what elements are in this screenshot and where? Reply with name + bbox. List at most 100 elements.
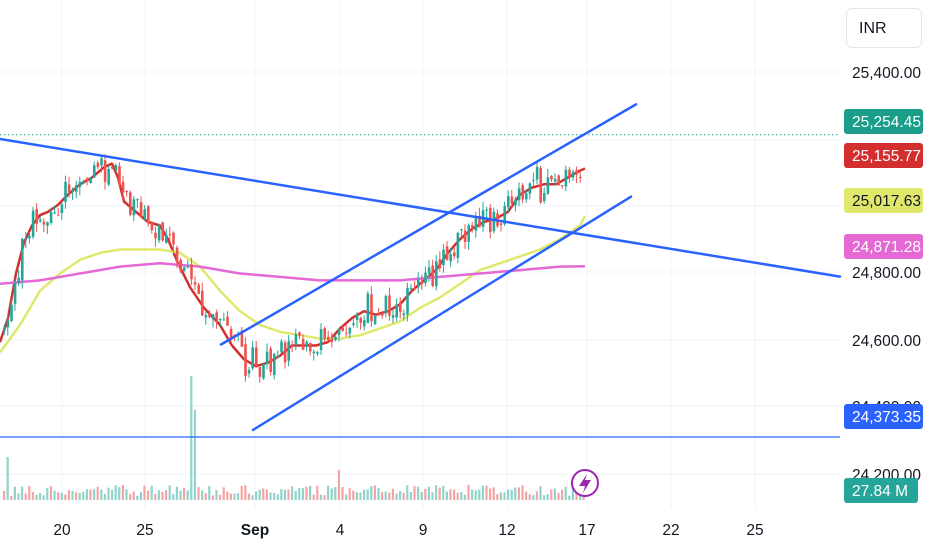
volume-bar (298, 488, 301, 500)
candle-body (352, 323, 355, 325)
volume-bar (305, 486, 308, 500)
volume-bar (341, 486, 344, 500)
volume-bar (100, 489, 103, 500)
volume-bar (71, 491, 74, 500)
volume-bar (75, 492, 78, 500)
candle-body (579, 176, 582, 179)
volume-bar (294, 490, 297, 500)
candle-body (316, 352, 319, 354)
volume-bar (251, 495, 254, 500)
candle-body (53, 212, 56, 214)
candle-body (89, 178, 92, 183)
candle-body (503, 205, 506, 224)
candle-body (211, 314, 215, 320)
candle-body (370, 294, 373, 322)
candle-body (39, 219, 42, 222)
volume-bar (143, 485, 146, 500)
candle-body (121, 181, 125, 193)
volume-bar (204, 492, 207, 500)
trendline-channel-lower (251, 195, 633, 432)
candle-body (463, 230, 467, 243)
grid (0, 0, 840, 508)
candle-body (255, 347, 258, 366)
candle-body (165, 234, 168, 243)
volume-bar (121, 485, 124, 500)
volume-bar (557, 492, 560, 500)
candle-body (399, 302, 402, 313)
volume-bar (352, 490, 355, 500)
candle-body (460, 229, 463, 231)
candle-body (341, 327, 344, 331)
volume-bar (456, 492, 459, 500)
volume-bar (226, 491, 229, 500)
volume-bar (319, 494, 322, 500)
x-axis: 20 25 Sep 4 9 12 17 22 25 (53, 522, 763, 539)
volume-bar (481, 485, 484, 500)
volume-bar (49, 486, 52, 500)
candle-body (424, 272, 427, 284)
candle-body (46, 222, 49, 226)
candle-body (125, 191, 128, 193)
ema-line-ema-long (0, 261, 586, 286)
candle-body (215, 312, 218, 322)
volume-bar (301, 488, 304, 500)
candle-body (64, 181, 67, 202)
price-label-last: 25,254.45 (844, 109, 923, 134)
candle-body (553, 178, 557, 182)
volume-bar (39, 493, 42, 500)
candle-body (57, 214, 60, 216)
volume-bar (471, 489, 474, 500)
price-label-support: 24,373.35 (844, 404, 923, 429)
candle-body (571, 171, 575, 178)
volume-bar (427, 486, 430, 500)
volume-bar (154, 494, 157, 500)
candle-body (445, 246, 449, 260)
candle-body (287, 341, 290, 361)
volume-bar (514, 487, 517, 500)
candle-body (222, 319, 226, 321)
volume-bar (571, 486, 574, 500)
volume-bar (139, 492, 142, 500)
candle-body (168, 234, 172, 236)
currency-selector[interactable]: INR (846, 8, 922, 48)
x-tick-label: Sep (241, 522, 269, 539)
candlesticks (3, 154, 582, 383)
x-tick-label: 25 (136, 522, 153, 539)
candle-body (507, 196, 510, 208)
volume-bar (64, 494, 67, 500)
volume-bar (424, 488, 427, 500)
candle-body (107, 168, 110, 185)
candle-body (244, 344, 247, 377)
candle-body (118, 166, 121, 185)
volume-bar (247, 493, 250, 500)
volume-bar (510, 490, 513, 500)
volume-bar (363, 489, 366, 500)
candle-body (193, 282, 197, 285)
volume-bar (496, 494, 499, 500)
price-label-box (844, 188, 923, 213)
candle-body (348, 327, 352, 334)
volume-bar (420, 491, 423, 500)
volume-bar (543, 495, 546, 500)
candle-body (442, 249, 445, 266)
candle-body (13, 283, 17, 304)
volume-bar (237, 493, 240, 500)
candle-body (150, 222, 154, 231)
volume-bar (489, 488, 492, 500)
volume-bar (309, 485, 312, 500)
candle-body (409, 288, 413, 290)
volume-bar (345, 494, 348, 500)
volume-bar (107, 487, 110, 500)
volume-bar (193, 410, 196, 500)
candle-body (337, 329, 341, 335)
candle-body (42, 221, 46, 225)
volume-bar (136, 495, 139, 500)
candle-body (535, 167, 539, 180)
candle-body (247, 369, 251, 374)
candle-body (561, 185, 564, 187)
volume-bar (183, 487, 186, 500)
candle-body (532, 180, 535, 182)
candle-body (359, 317, 362, 323)
volume-bar (384, 491, 387, 500)
